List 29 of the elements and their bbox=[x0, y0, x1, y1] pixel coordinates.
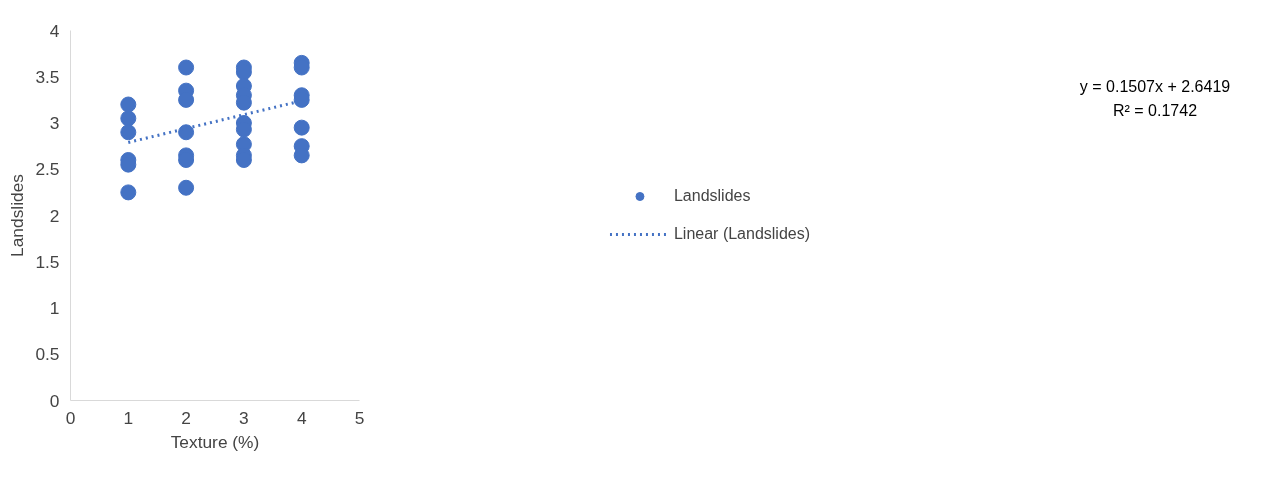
point bbox=[120, 184, 137, 201]
point bbox=[120, 96, 137, 113]
point bbox=[293, 119, 310, 136]
x-tick-label: 5 bbox=[354, 407, 365, 428]
y-tick-label: 1 bbox=[49, 298, 60, 318]
point bbox=[120, 110, 137, 127]
y-tick-label: 4 bbox=[49, 20, 60, 41]
text: y = 0.1507x + 2.6419 bbox=[1079, 78, 1231, 95]
point bbox=[178, 59, 195, 76]
x-tick-label: 0 bbox=[65, 407, 76, 428]
legend-label: Landslides bbox=[673, 187, 751, 205]
x-tick-label: 1 bbox=[123, 407, 134, 428]
x-axis-title: Texture (%) bbox=[170, 431, 260, 452]
y-tick-label: 3.5 bbox=[35, 66, 60, 87]
point bbox=[178, 179, 195, 196]
y-tick-label: 0 bbox=[49, 390, 60, 411]
y-tick-label: 3 bbox=[49, 113, 60, 133]
point bbox=[120, 124, 137, 141]
y-tick-label: 2.5 bbox=[35, 159, 60, 180]
text: R² = 0.1742 bbox=[1112, 102, 1198, 119]
x-tick-label: 3 bbox=[239, 407, 249, 428]
x-tick-label: 2 bbox=[181, 407, 191, 428]
point bbox=[178, 124, 195, 141]
y-tick-label: 1.5 bbox=[35, 251, 60, 272]
y-axis-title: Landslides bbox=[7, 173, 28, 257]
legend-label: Linear (Landslides) bbox=[673, 225, 811, 243]
y-tick-label: 2 bbox=[49, 205, 60, 226]
x-tick-label: 4 bbox=[296, 407, 307, 428]
y-tick-label: 0.5 bbox=[35, 344, 60, 365]
